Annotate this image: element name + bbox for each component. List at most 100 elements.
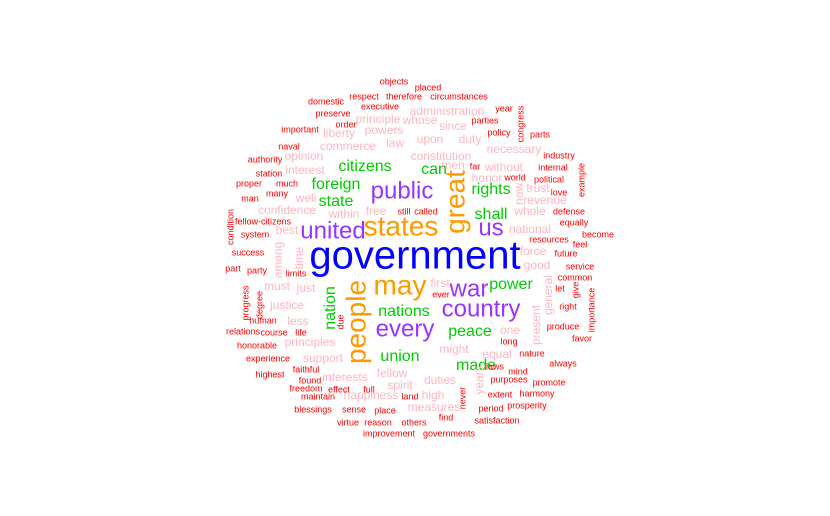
word-89: naval <box>278 141 300 151</box>
word-120: give <box>570 282 580 299</box>
word-111: resources <box>529 234 569 244</box>
word-121: let <box>555 283 565 293</box>
word-83: congress <box>515 105 525 142</box>
word-138: experience <box>246 353 290 363</box>
word-126: ever <box>432 289 450 299</box>
word-156: blessings <box>294 404 332 414</box>
word-43: justice <box>269 298 304 312</box>
word-9: war <box>449 275 489 302</box>
word-42: just <box>296 281 316 295</box>
word-70: honor <box>472 171 503 185</box>
word-47: interests <box>322 370 367 384</box>
word-65: whose <box>402 113 438 127</box>
word-130: relations <box>226 326 261 336</box>
word-155: prosperity <box>507 400 547 410</box>
word-146: freedom <box>289 383 322 393</box>
word-85: parties <box>471 115 499 125</box>
word-127: importance <box>586 288 596 333</box>
word-122: right <box>559 301 577 311</box>
word-165: governments <box>423 428 476 438</box>
word-1: states <box>364 210 439 241</box>
word-132: life <box>295 327 307 337</box>
word-72: must <box>264 279 291 293</box>
word-154: period <box>478 403 503 413</box>
word-159: virtue <box>337 417 359 427</box>
word-0: government <box>309 234 520 278</box>
word-57: general <box>541 275 555 315</box>
word-48: fellow <box>377 366 408 380</box>
word-60: law <box>386 136 404 150</box>
word-55: one <box>500 323 520 337</box>
word-4: people <box>340 280 371 364</box>
word-2: great <box>439 170 470 234</box>
word-33: within <box>328 207 360 221</box>
word-69: men <box>441 158 464 172</box>
word-34: free <box>366 204 387 218</box>
word-164: improvement <box>363 428 416 438</box>
word-113: success <box>232 247 265 257</box>
word-103: still <box>398 206 411 216</box>
word-163: satisfaction <box>474 415 519 425</box>
word-161: others <box>401 417 427 427</box>
word-144: purposes <box>490 374 528 384</box>
word-142: highest <box>255 369 285 379</box>
word-35: best <box>276 223 299 237</box>
word-77: respect <box>349 91 379 101</box>
word-79: circumstances <box>430 91 488 101</box>
word-17: nations <box>378 303 430 320</box>
word-32: well <box>295 191 317 205</box>
word-75: placed <box>415 82 442 92</box>
word-78: therefore <box>386 91 422 101</box>
word-20: peace <box>448 323 492 340</box>
word-31: confidence <box>258 203 316 217</box>
word-49: spirit <box>387 378 413 392</box>
word-61: trust <box>526 181 550 195</box>
word-104: called <box>414 206 438 216</box>
word-95: world <box>503 172 526 182</box>
word-40: force <box>520 244 547 258</box>
word-23: constitution <box>411 149 472 163</box>
word-91: authority <box>248 154 283 164</box>
word-38: national <box>509 222 551 236</box>
word-84: order <box>335 119 356 129</box>
word-99: much <box>276 178 298 188</box>
word-51: happiness <box>344 388 399 402</box>
word-153: never <box>457 387 467 410</box>
word-81: executive <box>361 101 399 111</box>
word-106: equally <box>560 217 589 227</box>
word-101: many <box>266 188 289 198</box>
word-16: shall <box>475 206 508 223</box>
word-90: industry <box>543 150 575 160</box>
word-96: political <box>534 174 564 184</box>
word-135: honorable <box>237 340 277 350</box>
word-157: sense <box>342 404 366 414</box>
word-22: made <box>456 357 496 374</box>
word-105: defense <box>553 206 585 216</box>
word-28: duty <box>459 132 482 146</box>
word-160: reason <box>364 417 392 427</box>
word-3: may <box>374 269 427 300</box>
word-136: nature <box>519 348 545 358</box>
word-54: equal <box>482 347 511 361</box>
word-100: love <box>551 187 568 197</box>
word-134: long <box>500 336 517 346</box>
word-88: parts <box>530 129 551 139</box>
word-93: station <box>256 168 283 178</box>
word-115: part <box>225 263 241 273</box>
word-109: system <box>241 229 270 239</box>
word-140: faithful <box>293 364 320 374</box>
word-68: interest <box>285 163 325 177</box>
word-63: administration <box>410 104 485 118</box>
word-148: full <box>363 384 375 394</box>
word-94: far <box>470 161 481 171</box>
word-82: year <box>495 103 513 113</box>
word-152: land <box>401 391 418 401</box>
word-6: united <box>300 217 365 244</box>
word-13: foreign <box>312 176 361 193</box>
word-131: course <box>260 327 287 337</box>
word-145: promote <box>532 377 565 387</box>
word-25: commerce <box>320 139 376 153</box>
word-128: human <box>249 315 277 325</box>
word-137: always <box>549 358 577 368</box>
